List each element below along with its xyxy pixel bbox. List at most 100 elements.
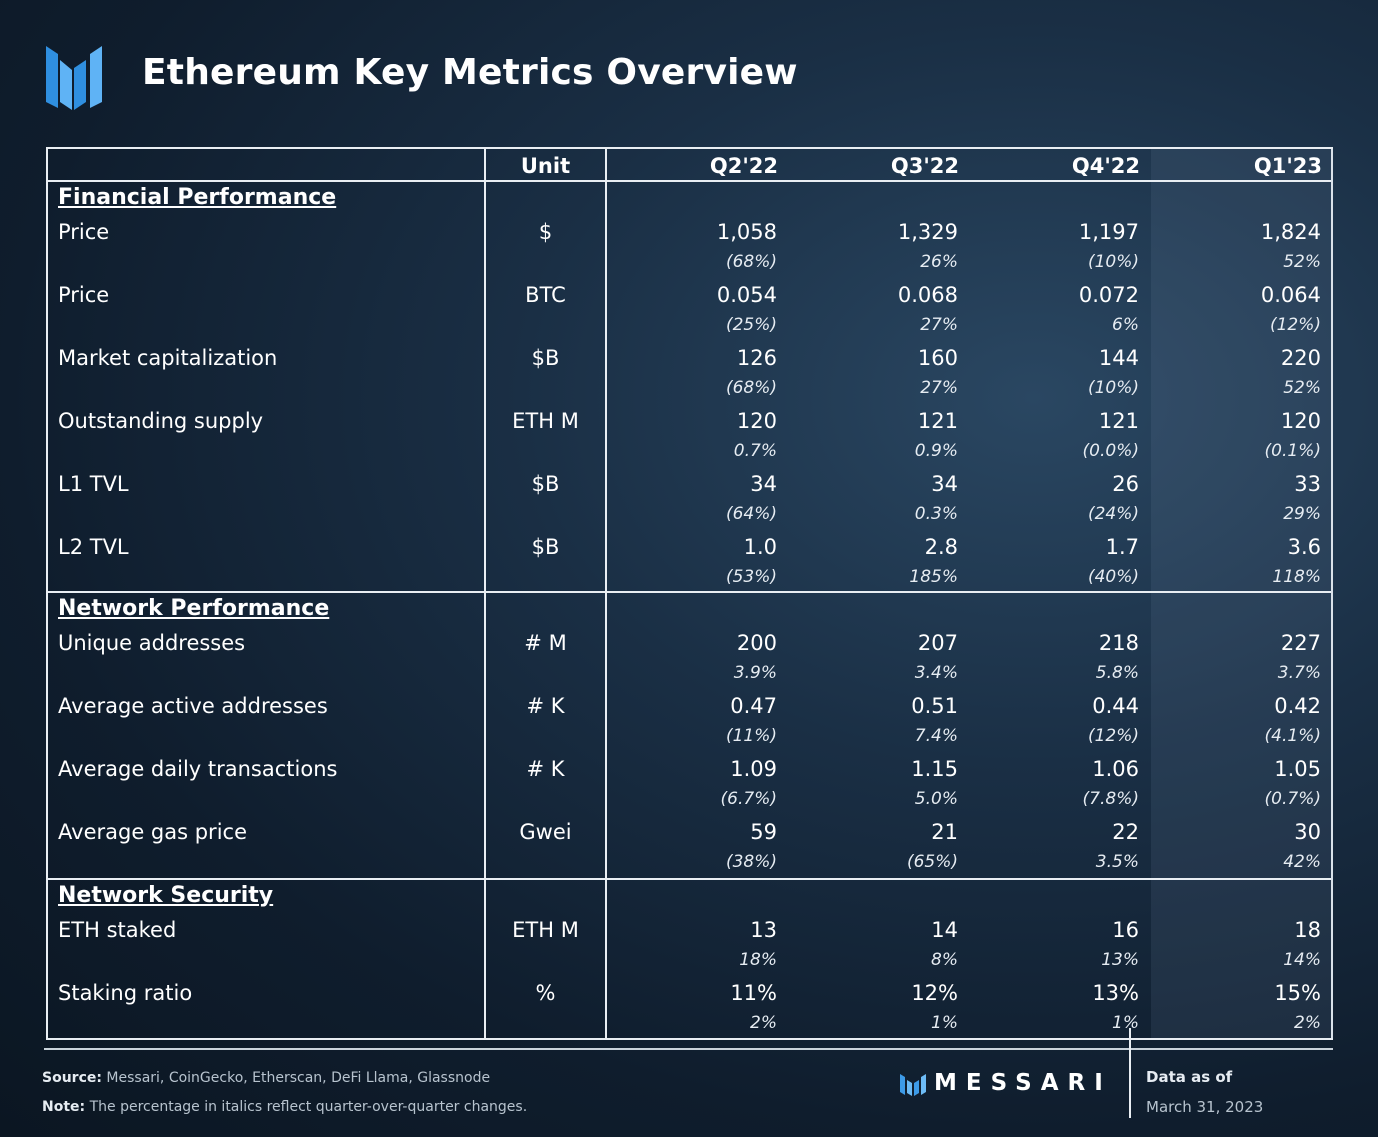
qoq-change-cell: 26%: [920, 252, 958, 272]
value-cell: 12%: [911, 981, 958, 1005]
section-title: Financial Performance: [58, 185, 337, 210]
qoq-change-cell: 3.9%: [733, 663, 777, 683]
qoq-change-cell: 2%: [750, 1013, 777, 1033]
page-title: Ethereum Key Metrics Overview: [142, 52, 798, 93]
row-unit: Gwei: [519, 820, 572, 844]
value-cell: 0.51: [911, 694, 958, 718]
value-cell: 0.42: [1274, 694, 1321, 718]
row-unit: # K: [526, 757, 565, 781]
qoq-change-cell: 185%: [909, 567, 958, 587]
value-cell: 227: [1280, 631, 1321, 655]
row-label: ETH staked: [58, 918, 177, 942]
qoq-change-cell: (0.0%): [1082, 441, 1139, 461]
qoq-change-cell: 2%: [1294, 1013, 1321, 1033]
value-cell: 26: [1112, 472, 1139, 496]
row-unit: ETH M: [512, 409, 579, 433]
source-note: Source: Messari, CoinGecko, Etherscan, D…: [42, 1070, 490, 1086]
row-unit: BTC: [525, 283, 566, 307]
value-cell: 33: [1294, 472, 1321, 496]
row-unit: $B: [531, 472, 560, 496]
qoq-change-cell: (40%): [1087, 567, 1139, 587]
qoq-change-cell: 3.7%: [1277, 663, 1321, 683]
row-label: Average daily transactions: [58, 757, 338, 781]
qoq-change-cell: (53%): [725, 567, 777, 587]
column-header-q2-22: Q2'22: [709, 154, 778, 178]
row-label: Market capitalization: [58, 346, 278, 370]
qoq-change-cell: 0.3%: [914, 504, 958, 524]
value-cell: 0.068: [897, 283, 958, 307]
messari-brand-icon: [900, 1074, 926, 1096]
qoq-change-cell: 52%: [1283, 252, 1321, 272]
row-label: Outstanding supply: [58, 409, 264, 433]
section-divider: [48, 591, 1331, 593]
note-text: The percentage in italics reflect quarte…: [89, 1099, 528, 1115]
value-cell: 1.0: [743, 535, 777, 559]
data-as-of-date: March 31, 2023: [1146, 1098, 1264, 1116]
value-cell: 0.054: [716, 283, 777, 307]
qoq-change-cell: 6%: [1112, 315, 1139, 335]
value-cell: 13%: [1092, 981, 1139, 1005]
qoq-change-cell: 14%: [1283, 950, 1321, 970]
source-text: Messari, CoinGecko, Etherscan, DeFi Llam…: [106, 1070, 491, 1086]
value-cell: 1.06: [1092, 757, 1139, 781]
value-cell: 1,329: [897, 220, 958, 244]
column-header-unit: Unit: [520, 154, 571, 178]
value-cell: 0.47: [730, 694, 777, 718]
qoq-change-cell: 29%: [1283, 504, 1321, 524]
value-cell: 59: [750, 820, 777, 844]
qoq-change-cell: (11%): [725, 726, 777, 746]
section-title: Network Security: [58, 883, 274, 908]
value-cell: 1.15: [911, 757, 958, 781]
row-label: L1 TVL: [58, 472, 129, 496]
qoq-change-cell: 8%: [931, 950, 958, 970]
value-cell: 0.44: [1092, 694, 1139, 718]
row-label: Staking ratio: [58, 981, 193, 1005]
value-cell: 121: [917, 409, 958, 433]
qoq-change-cell: (24%): [1087, 504, 1139, 524]
value-cell: 218: [1098, 631, 1139, 655]
qoq-change-cell: 52%: [1283, 378, 1321, 398]
value-cell: 30: [1294, 820, 1321, 844]
value-cell: 34: [931, 472, 958, 496]
qoq-change-cell: (25%): [725, 315, 777, 335]
qoq-change-cell: 27%: [920, 378, 958, 398]
value-cell: 3.6: [1287, 535, 1321, 559]
messari-logo-icon: [46, 46, 102, 110]
row-label: Average gas price: [58, 820, 247, 844]
row-unit: $B: [531, 346, 560, 370]
qoq-change-cell: (6.7%): [720, 789, 777, 809]
footer-vertical-divider: [1129, 1028, 1131, 1118]
value-cell: 14: [931, 918, 958, 942]
value-cell: 13: [750, 918, 777, 942]
qoq-change-cell: 3.4%: [914, 663, 958, 683]
value-cell: 160: [917, 346, 958, 370]
qoq-change-cell: (65%): [906, 852, 958, 872]
qoq-change-cell: (12%): [1269, 315, 1321, 335]
value-cell: 1.05: [1274, 757, 1321, 781]
qoq-change-cell: 42%: [1283, 852, 1321, 872]
qoq-change-cell: (38%): [725, 852, 777, 872]
qoq-change-cell: (4.1%): [1264, 726, 1321, 746]
value-cell: 1,824: [1260, 220, 1321, 244]
value-cell: 18: [1294, 918, 1321, 942]
header-divider: [48, 180, 1331, 182]
value-cell: 120: [736, 409, 777, 433]
column-header-q3-22: Q3'22: [890, 154, 959, 178]
qoq-change-cell: (68%): [725, 252, 777, 272]
value-cell: 220: [1280, 346, 1321, 370]
value-cell: 0.064: [1260, 283, 1321, 307]
qoq-change-cell: (0.1%): [1264, 441, 1321, 461]
qoq-change-cell: 5.8%: [1095, 663, 1139, 683]
qoq-change-cell: 7.4%: [914, 726, 958, 746]
row-unit: $B: [531, 535, 560, 559]
value-cell: 1,058: [716, 220, 777, 244]
row-label: Average active addresses: [58, 694, 328, 718]
qoq-change-cell: (10%): [1087, 252, 1139, 272]
section-divider: [48, 878, 1331, 880]
row-label: Unique addresses: [58, 631, 246, 655]
value-cell: 200: [736, 631, 777, 655]
footer-divider: [44, 1048, 1333, 1050]
row-unit: # M: [524, 631, 567, 655]
qoq-change-cell: 3.5%: [1095, 852, 1139, 872]
value-cell: 1.09: [730, 757, 777, 781]
